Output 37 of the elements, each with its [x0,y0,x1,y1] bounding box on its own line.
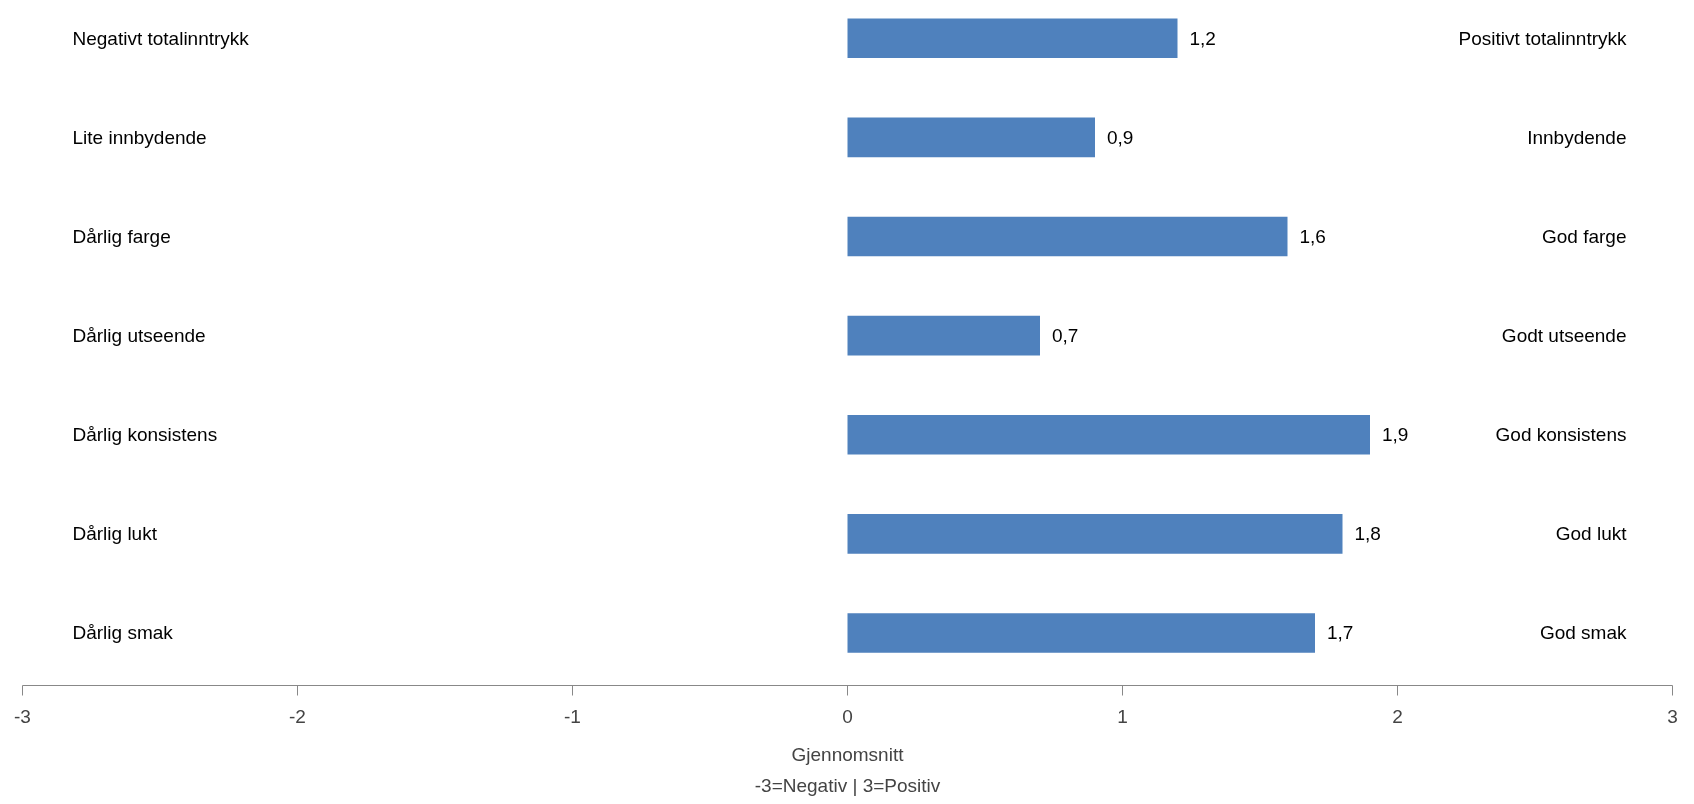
bar [847,18,1178,59]
bar [847,414,1370,455]
y-tick-label: Negativt totalinntrykk [72,27,250,49]
x-tick-label: -2 [289,705,306,727]
bar [847,613,1315,653]
y-tick-label: Dårlig konsistens [72,424,218,446]
annotation: Positivt totalinntrykk [1458,27,1627,49]
x-tick-label: -3 [14,705,31,727]
x-tick-label: 3 [1667,705,1678,727]
x-tick-label: 1 [1117,705,1128,727]
annotation: Innbydende [1527,126,1627,148]
annotation: Godt utseende [1501,325,1627,347]
y-tick-label: Lite innbydende [72,126,207,148]
annotation: God smak [1539,622,1627,644]
bar [847,514,1343,554]
data-label: 1,7 [1327,622,1354,644]
x-axis-title: Gjennomsnitt [791,743,905,765]
annotation: God lukt [1555,523,1628,545]
y-tick-label: Dårlig smak [72,622,174,644]
bar [847,117,1095,158]
x-tick-label: -1 [564,705,581,727]
data-label: 1,6 [1299,225,1326,247]
x-tick-label: 2 [1392,705,1403,727]
annotation: God farge [1542,225,1627,247]
y-tick-label: Dårlig farge [72,225,171,247]
data-label: 0,9 [1107,126,1134,148]
y-tick-label: Dårlig utseende [72,325,206,347]
data-label: 1,9 [1382,424,1409,446]
annotation: God konsistens [1495,424,1627,446]
data-label: 1,8 [1354,523,1381,545]
data-label: 1,2 [1189,27,1216,49]
data-label: 0,7 [1052,325,1079,347]
text: -3=Negativ | 3=Positiv [754,774,941,796]
bar [847,216,1288,257]
x-tick-label: 0 [842,705,853,727]
y-tick-label: Dårlig lukt [72,523,158,545]
bar [847,315,1040,356]
